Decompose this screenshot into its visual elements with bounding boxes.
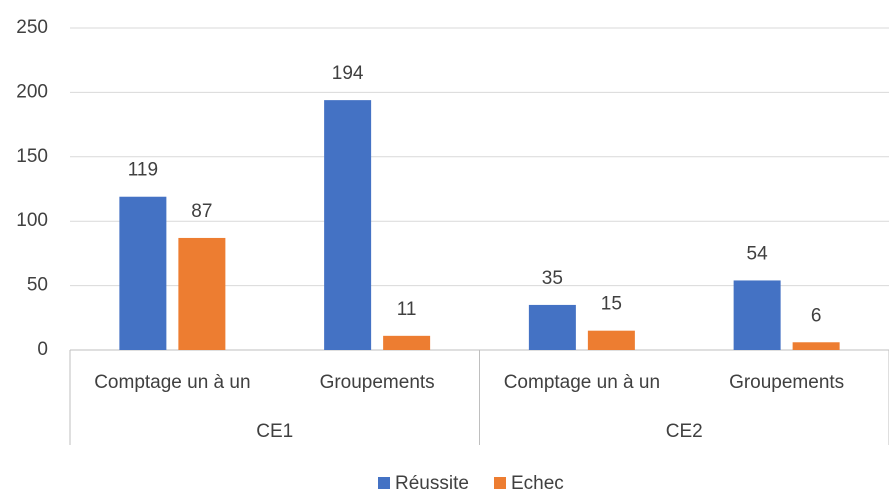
bar (528, 304, 576, 350)
x-tick-label: Comptage un à un (504, 372, 660, 393)
bar (324, 100, 372, 351)
y-tick-label: 150 (16, 146, 48, 167)
data-label: 35 (542, 268, 563, 289)
bar (383, 335, 431, 350)
data-label: 6 (811, 305, 822, 326)
data-label: 15 (601, 294, 622, 315)
x-tick-label: Groupements (320, 372, 435, 393)
legend-swatch (494, 477, 506, 489)
legend-label: Réussite (395, 473, 469, 494)
legend-label: Echec (511, 473, 564, 494)
y-tick-label: 0 (37, 339, 48, 360)
bar (792, 342, 840, 350)
bar (733, 280, 781, 350)
y-tick-label: 200 (16, 81, 48, 102)
bar (178, 237, 226, 350)
x-tick-label: Groupements (729, 372, 844, 393)
bar (119, 196, 167, 350)
y-tick-label: 50 (27, 275, 48, 296)
legend-swatch (378, 477, 390, 489)
y-tick-label: 250 (16, 17, 48, 38)
data-label: 87 (191, 201, 212, 222)
data-label: 54 (747, 243, 769, 264)
data-label: 194 (332, 63, 364, 84)
group-label: CE2 (666, 421, 703, 442)
bar (587, 330, 635, 350)
data-label: 119 (128, 160, 158, 181)
x-tick-label: Comptage un à un (94, 372, 250, 393)
y-tick-label: 100 (16, 210, 48, 231)
group-label: CE1 (256, 421, 293, 442)
data-label: 11 (397, 299, 417, 320)
